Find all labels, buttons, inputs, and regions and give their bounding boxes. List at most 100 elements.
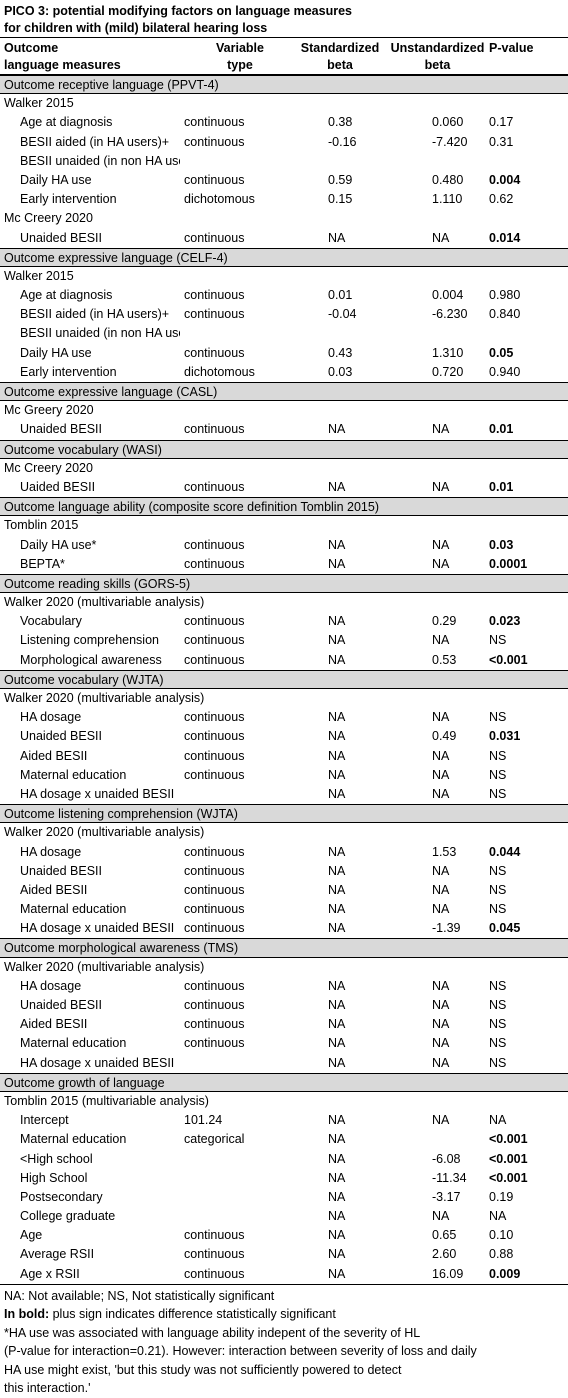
standardized-beta-cell: NA (328, 921, 346, 936)
p-value-cell: NS (489, 786, 507, 801)
variable-type-cell: continuous (184, 978, 245, 993)
header-type-line-1: Variable (216, 41, 264, 55)
unstandardized-beta-cell: NA (432, 882, 450, 897)
footnote-bold-explanation: plus sign indicates difference statistic… (49, 1307, 336, 1322)
variable-type-cell: continuous (184, 537, 245, 552)
footnote-asterisk-line-3: HA use might exist, 'but this study was … (4, 1362, 402, 1377)
table-row: Unaided BESII continuous NA NA 0.01 (0, 420, 568, 439)
factor-cell: Postsecondary (20, 1189, 103, 1204)
table-row: Early intervention dichotomous 0.15 1.110 0.… (0, 190, 568, 209)
p-value-cell: 0.88 (489, 1247, 514, 1262)
table-row: BEPTA* continuous NA NA 0.0001 (0, 555, 568, 574)
factor-cell: Early intervention (20, 192, 117, 207)
header-std-line-2: beta (327, 58, 353, 72)
table-row: HA dosage x unaided BESII NA NA NS (0, 785, 568, 804)
variable-type-cell (180, 1188, 290, 1207)
standardized-beta-cell: NA (328, 422, 346, 437)
table-row: Aided BESII continuous NA NA NS (0, 881, 568, 900)
factor-cell: Morphological awareness (20, 652, 162, 667)
unstandardized-beta-cell: NA (432, 786, 450, 801)
standardized-beta-cell: 0.01 (328, 288, 353, 303)
table-row: BESII aided (in HA users)+ continuous -0.0… (0, 305, 568, 324)
standardized-beta-cell: NA (328, 863, 346, 878)
variable-type-cell: dichotomous (184, 192, 255, 207)
p-value-cell: <0.001 (489, 1151, 528, 1166)
table-row: Maternal education continuous NA NA NS (0, 1034, 568, 1053)
standardized-beta-cell: NA (328, 1036, 346, 1051)
standardized-beta-cell: NA (328, 537, 346, 552)
p-value-cell: 0.840 (489, 307, 521, 322)
factor-cell: Aided BESII (20, 882, 88, 897)
p-value-cell: NS (489, 710, 507, 725)
table-row: Maternal education continuous NA NA NS (0, 900, 568, 919)
p-value-cell: 0.023 (489, 614, 521, 629)
standardized-beta-cell: NA (328, 1170, 346, 1185)
standardized-beta-cell: NA (328, 978, 346, 993)
standardized-beta-cell: NA (328, 767, 346, 782)
section-header-row: Outcome receptive language (PPVT-4) (0, 75, 568, 95)
p-value-cell: NS (489, 1036, 507, 1051)
p-value-cell: NA (489, 1113, 507, 1128)
unstandardized-beta-cell: -1.39 (432, 921, 461, 936)
header-uns-line-2: beta (424, 58, 451, 72)
standardized-beta-cell: NA (328, 614, 346, 629)
variable-type-cell: continuous (184, 902, 245, 917)
standardized-beta-cell (290, 324, 390, 343)
factor-cell: BESII unaided (in non HA users) (20, 153, 180, 168)
variable-type-cell: continuous (184, 307, 245, 322)
p-value-cell: NS (489, 863, 507, 878)
table-row: Postsecondary NA -3.17 0.19 (0, 1188, 568, 1207)
p-value-cell: <0.001 (489, 1132, 528, 1147)
variable-type-cell (180, 1150, 290, 1169)
p-value-cell (485, 152, 568, 171)
unstandardized-beta-cell: NA (432, 863, 450, 878)
standardized-beta-cell: NA (328, 882, 346, 897)
variable-type-cell: continuous (184, 767, 245, 782)
table-row: Daily HA use continuous 0.59 0.480 0.004 (0, 171, 568, 190)
p-value-cell: NS (489, 1055, 507, 1070)
unstandardized-beta-cell: NA (432, 710, 450, 725)
standardized-beta-cell: NA (328, 1247, 346, 1262)
factor-cell: BESII aided (in HA users)+ (20, 134, 170, 149)
study-row: Mc Creery 2020 (4, 211, 93, 226)
header-outcome-line-1: Outcome (4, 41, 59, 55)
factor-cell: Vocabulary (20, 614, 82, 629)
unstandardized-beta-cell: 16.09 (432, 1266, 464, 1281)
factor-cell: Daily HA use (20, 345, 92, 360)
p-value-cell: 0.05 (489, 345, 514, 360)
unstandardized-beta-cell: 1.110 (432, 192, 463, 207)
variable-type-cell: continuous (184, 748, 245, 763)
unstandardized-beta-cell: 1.53 (432, 844, 457, 859)
variable-type-cell: continuous (184, 479, 245, 494)
study-row: Walker 2015 (4, 268, 74, 283)
variable-type-cell (180, 1169, 290, 1188)
study-row: Mc Creery 2020 (4, 460, 93, 475)
header-outcome: Outcome language measures (0, 38, 190, 74)
p-value-cell: NS (489, 633, 507, 648)
factor-cell: Unaided BESII (20, 422, 102, 437)
variable-type-cell: continuous (184, 729, 245, 744)
table-row: Uaided BESII continuous NA NA 0.01 (0, 478, 568, 497)
title-line-1: PICO 3: potential modifying factors on l… (4, 4, 352, 18)
p-value-cell: 0.10 (489, 1228, 514, 1243)
factor-cell: Unaided BESII (20, 998, 102, 1012)
section-header-row: Outcome morphological awareness (TMS) (0, 938, 568, 958)
table-row: HA dosage x unaided BESII continuous NA -1.… (0, 919, 568, 938)
unstandardized-beta-cell: -7.420 (432, 134, 468, 149)
table-row: Daily HA use continuous 0.43 1.310 0.05 (0, 344, 568, 363)
factor-cell: Daily HA use (20, 172, 92, 187)
unstandardized-beta-cell (390, 324, 485, 343)
factor-cell: BEPTA* (20, 556, 65, 571)
standardized-beta-cell: NA (328, 556, 346, 571)
standardized-beta-cell: NA (328, 786, 346, 801)
unstandardized-beta-cell: NA (432, 767, 450, 782)
footnote-asterisk-line-2: (P-value for interaction=0.21). However:… (4, 1344, 477, 1359)
standardized-beta-cell: NA (328, 1228, 346, 1243)
factor-cell: HA dosage x unaided BESII (20, 786, 175, 801)
p-value-cell: NS (489, 882, 507, 897)
p-value-cell: 0.009 (489, 1266, 521, 1281)
footnote-bold-legend: In bold: plus sign indicates difference … (4, 1305, 564, 1324)
p-value-cell: 0.62 (489, 192, 514, 207)
unstandardized-beta-cell: NA (432, 1036, 450, 1051)
